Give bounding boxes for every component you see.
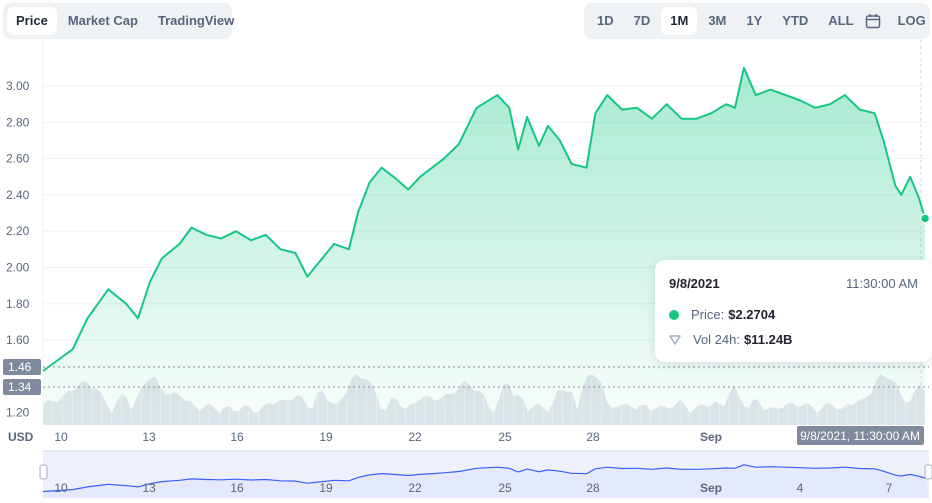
crosshair-label-bg [797, 426, 924, 445]
navigator-handle[interactable] [924, 464, 932, 480]
x-tick-label: 10 [54, 430, 68, 444]
navigator-tick-label: 16 [230, 481, 244, 495]
price-dot-icon [669, 309, 679, 320]
tooltip-price-value: $2.2704 [728, 307, 776, 322]
navigator-tick-label: 13 [142, 481, 156, 495]
tooltip-vol-value: $11.24B [744, 332, 793, 347]
navigator-tick-label: 10 [54, 481, 68, 495]
navigator-tick-label: 4 [797, 481, 804, 495]
marker-label: 1.46 [8, 360, 32, 374]
x-tick-label: 28 [586, 430, 600, 444]
y-tick-label: 2.00 [6, 261, 30, 275]
y-tick-label: 2.40 [6, 188, 30, 202]
price-series [42, 66, 931, 426]
log-toggle[interactable]: LOG [897, 13, 926, 28]
tab-tradingview[interactable]: TradingView [157, 13, 235, 28]
y-tick-label: 3.00 [6, 79, 30, 93]
chart-tooltip: 9/8/2021 11:30:00 AM Price: $2.2704 Vol … [655, 260, 932, 362]
calendar-icon[interactable] [865, 7, 881, 35]
range-ytd[interactable]: YTD [782, 13, 809, 28]
marker-label: 1.34 [8, 380, 32, 394]
x-tick-label: 16 [230, 430, 244, 444]
range-all[interactable]: ALL [828, 13, 854, 28]
x-tick-label: 22 [408, 430, 422, 444]
navigator-handle[interactable] [39, 464, 48, 480]
marker-badge [3, 379, 41, 395]
navigator-line [42, 464, 926, 493]
range-3m[interactable]: 3M [708, 13, 727, 28]
tab-market-cap[interactable]: Market Cap [67, 13, 138, 28]
crosshair-label: 9/8/2021, 11:30:00 AM [800, 429, 920, 443]
navigator-tick-label: 7 [886, 481, 893, 495]
range-1y[interactable]: 1Y [746, 13, 763, 28]
range-1m[interactable]: 1M [661, 7, 698, 35]
navigator: 10 13 16 19 22 25 28 Sep 4 7 [39, 450, 932, 498]
navigator-tick-label: Sep [700, 481, 722, 495]
navigator-tick-label: 28 [586, 481, 600, 495]
x-tick-label: 19 [319, 430, 333, 444]
navigator-area [43, 464, 929, 498]
x-tick-label: 13 [142, 430, 156, 444]
y-tick-label: 2.60 [6, 152, 30, 166]
tooltip-price-label: Price: [691, 307, 725, 322]
y-tick-label: 1.20 [6, 406, 30, 420]
y-tick-label: 1.80 [6, 297, 30, 311]
tab-price[interactable]: Price [7, 7, 57, 35]
range-7d[interactable]: 7D [633, 13, 651, 28]
tooltip-date: 9/8/2021 [669, 276, 720, 291]
tooltip-vol-label: Vol 24h: [693, 332, 740, 347]
tooltip-time: 11:30:00 AM [845, 276, 918, 291]
y-tick-label: 2.80 [6, 115, 30, 129]
x-axis-ticks: 10 13 16 19 22 25 28 Sep 9/8/2021, 11:30:00 AM [54, 426, 924, 445]
marker-badge [3, 359, 41, 375]
current-price-dot [919, 213, 931, 224]
navigator-tick-label: 19 [319, 481, 333, 495]
y-tick-label: 2.20 [6, 224, 30, 238]
chart-type-tabs: Price Market Cap TradingView [3, 3, 234, 39]
navigator-tick-label: 25 [498, 481, 512, 495]
range-tabs: 1D 7D 1M 3M 1Y YTD ALL LOG [584, 3, 930, 39]
price-markers: 1.46 1.34 [3, 359, 929, 395]
y-axis-ticks: 3.00 2.80 2.60 2.40 2.20 2.00 1.80 1.60 1.20 USD [6, 79, 34, 444]
y-tick-label: 1.60 [6, 333, 30, 347]
volume-shield-icon [669, 334, 681, 345]
navigator-tick-label: 22 [408, 481, 422, 495]
x-tick-label: Sep [700, 430, 722, 444]
x-tick-label: 25 [498, 430, 512, 444]
range-1d[interactable]: 1D [597, 13, 614, 28]
currency-label: USD [8, 430, 34, 444]
